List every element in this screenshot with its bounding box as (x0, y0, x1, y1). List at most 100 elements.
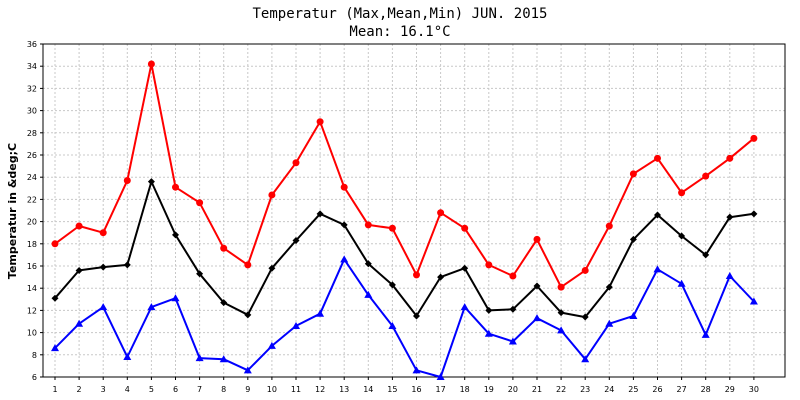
data-point (437, 209, 445, 217)
x-tick-label: 26 (652, 385, 662, 394)
data-point (123, 261, 131, 269)
data-point (388, 224, 396, 232)
data-point (292, 159, 300, 167)
data-point (244, 311, 252, 319)
y-tick-label: 28 (27, 129, 37, 138)
data-point (267, 341, 276, 349)
x-tick-label: 10 (267, 385, 277, 394)
data-point (123, 177, 131, 185)
x-tick-label: 17 (436, 385, 446, 394)
series-mean (51, 178, 758, 321)
axes (40, 43, 786, 380)
data-point (654, 154, 661, 162)
y-tick-label: 30 (27, 107, 37, 116)
y-axis-label: Temperatur in &deg;C (6, 143, 19, 279)
data-point (316, 118, 324, 126)
data-point (629, 170, 637, 178)
x-tick-label: 3 (101, 385, 106, 394)
x-tick-label: 29 (725, 385, 735, 394)
data-point (99, 303, 108, 311)
series-group (51, 60, 758, 380)
data-point (437, 273, 445, 281)
data-point (99, 229, 107, 237)
data-point (581, 266, 589, 274)
data-point (678, 189, 686, 197)
data-point (581, 355, 590, 363)
data-point (750, 134, 758, 142)
chart-title: Temperatur (Max,Mean,Min) JUN. 2015 (252, 6, 547, 22)
data-point (701, 330, 710, 338)
data-point (75, 222, 83, 230)
x-tick-label: 27 (677, 385, 687, 394)
data-point (219, 355, 228, 363)
grid (43, 44, 785, 377)
y-tick-label: 16 (27, 262, 37, 271)
data-point (244, 261, 252, 269)
data-point (51, 294, 59, 302)
data-point (702, 172, 710, 180)
data-point (292, 236, 300, 244)
y-tick-label: 34 (27, 62, 37, 71)
x-tick-label: 30 (749, 385, 759, 394)
x-tick-label: 13 (339, 385, 349, 394)
data-point (725, 271, 734, 279)
y-tick-label: 8 (32, 351, 37, 360)
data-point (557, 326, 566, 334)
x-tick-label: 22 (556, 385, 566, 394)
data-point (677, 279, 686, 287)
y-tick-label: 20 (27, 218, 37, 227)
data-point (557, 283, 565, 291)
series-min (51, 255, 758, 380)
data-point (581, 313, 589, 321)
y-tick-label: 24 (27, 173, 37, 182)
y-tick-label: 26 (27, 151, 37, 160)
data-point (629, 311, 638, 319)
data-point (605, 319, 614, 327)
y-tick-label: 36 (27, 40, 37, 49)
x-tick-label: 2 (77, 385, 82, 394)
data-point (533, 314, 541, 322)
data-point (147, 60, 155, 68)
data-point (195, 354, 204, 362)
data-point (460, 303, 469, 311)
data-point (629, 235, 637, 243)
data-point (147, 303, 156, 311)
x-tick-label: 23 (580, 385, 590, 394)
data-point (171, 294, 180, 302)
x-tick-labels: 1 2 3 4 5 6 7 8 9 10 11 12 13 14 15 16 17 18 19 20 21 22 23 24 2… (52, 385, 759, 394)
x-tick-label: 1 (52, 385, 57, 394)
data-point (484, 329, 493, 337)
data-point (557, 309, 565, 317)
x-tick-label: 19 (484, 385, 494, 394)
data-point (533, 235, 541, 243)
y-tick-label: 22 (27, 195, 37, 204)
data-point (413, 271, 420, 279)
x-tick-label: 24 (604, 385, 614, 394)
data-point (51, 344, 59, 352)
data-point (485, 261, 493, 269)
data-point (340, 255, 349, 263)
plot-frame (42, 43, 786, 378)
y-tick-labels: 6 8 10 12 14 16 18 20 22 24 26 28 30 32 34 36 (27, 40, 37, 382)
data-point (653, 265, 662, 273)
data-point (364, 260, 372, 268)
data-point (75, 266, 83, 274)
x-tick-label: 4 (125, 385, 130, 394)
data-point (678, 232, 686, 240)
data-point (702, 251, 710, 259)
data-point (750, 210, 758, 218)
x-tick-label: 11 (291, 385, 301, 394)
x-tick-label: 16 (411, 385, 421, 394)
x-tick-label: 9 (245, 385, 250, 394)
data-point (364, 290, 373, 298)
data-point (340, 221, 348, 229)
data-point (388, 321, 397, 329)
data-point (243, 366, 252, 374)
data-point (388, 281, 396, 289)
x-tick-label: 25 (628, 385, 638, 394)
data-point (316, 210, 324, 218)
data-point (340, 183, 348, 191)
data-point (436, 373, 445, 380)
x-tick-label: 12 (315, 385, 325, 394)
data-point (172, 231, 179, 239)
